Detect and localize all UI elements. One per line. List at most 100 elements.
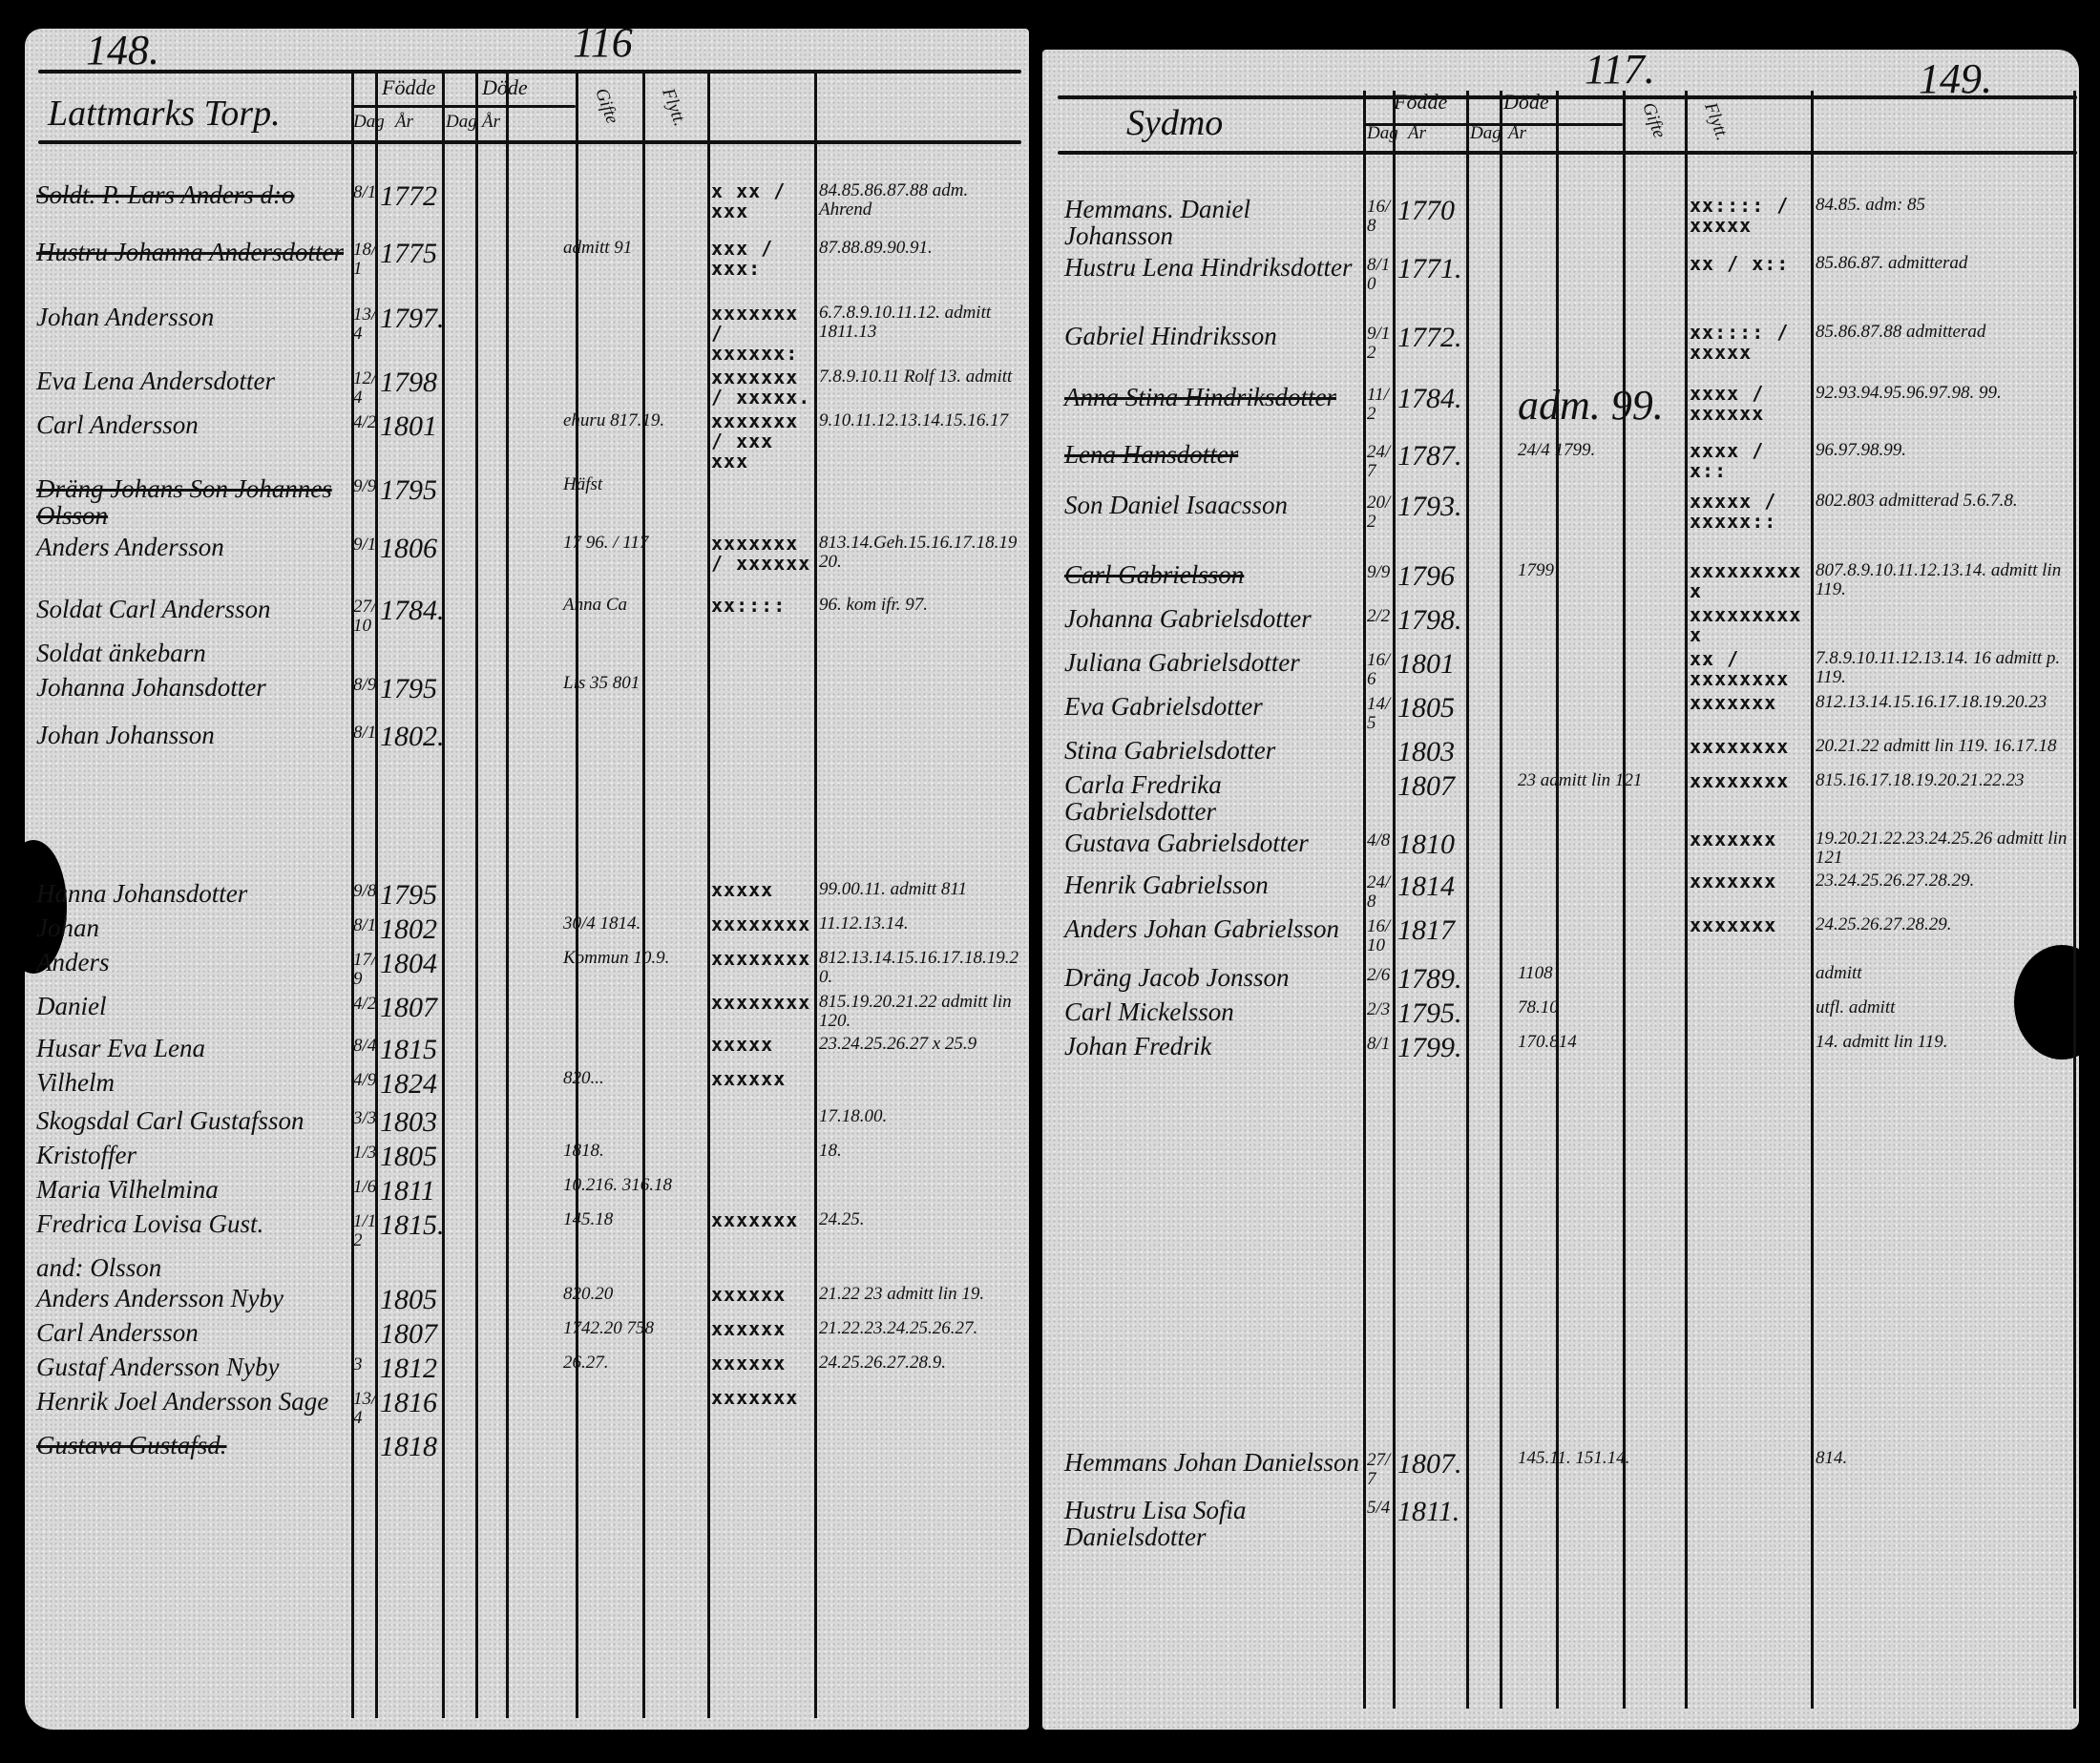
catechism-marks: xxxxxxxx xyxy=(1690,735,1790,758)
death-moved-note: 820.20 xyxy=(563,1284,614,1304)
catechism-marks: xxxxxx xyxy=(711,1283,787,1306)
catechism-marks: xxxx / x:: xyxy=(1690,439,1765,482)
birth-day-month: 9/12 xyxy=(1367,324,1391,363)
birth-day-month: 12/4 xyxy=(353,368,377,408)
death-moved-note: 1108 xyxy=(1518,963,1553,983)
person-name: Henrik Joel Andersson Sage xyxy=(36,1387,329,1416)
died-year-header: År xyxy=(1508,123,1526,143)
death-moved-note: 145.11. 151.14. xyxy=(1518,1448,1630,1468)
death-moved-note: adm. 99. xyxy=(1518,382,1664,429)
died-day-header: Dag xyxy=(1470,123,1502,143)
birth-day-month: 4/9 xyxy=(353,1070,377,1090)
birth-year: 1810 xyxy=(1397,829,1455,860)
catechism-marks: xxxxxxxxxx xyxy=(1690,603,1802,646)
birth-day-month: 13/4 xyxy=(353,304,377,344)
catechism-marks: xxxxxxxx xyxy=(1690,769,1790,792)
birth-year: 1816 xyxy=(380,1387,437,1418)
born-year-header: År xyxy=(1408,123,1426,143)
birth-year: 1807 xyxy=(1397,770,1455,802)
birth-day-month: 2/6 xyxy=(1367,965,1391,985)
catechism-marks: xxxxxxx xyxy=(1690,828,1777,850)
column-rule xyxy=(442,72,445,1718)
catechism-marks: xxxxxxx xyxy=(1690,870,1777,892)
birth-year: 1811 xyxy=(380,1175,435,1207)
birth-day-month: 8/1 xyxy=(353,182,377,202)
examination-notes: 7.8.9.10.11 Rolf 13. admitt xyxy=(819,367,1013,387)
birth-day-month: 14/5 xyxy=(1367,694,1391,733)
examination-notes: 802.803 admitterad 5.6.7.8. xyxy=(1816,491,2018,511)
birth-day-month: 1/12 xyxy=(353,1211,377,1250)
death-moved-note: 1799 xyxy=(1518,560,1554,580)
birth-day-month: 4/2 xyxy=(353,412,377,432)
birth-year: 1798. xyxy=(1397,604,1462,636)
page-number: 148. xyxy=(86,27,159,73)
person-name: Hemmans Johan Danielsson xyxy=(1064,1448,1359,1477)
birth-year: 1805 xyxy=(1397,692,1455,724)
born-year-header: År xyxy=(395,112,413,132)
birth-year: 1804 xyxy=(380,948,437,979)
catechism-marks: xxx / xxx: xyxy=(711,237,774,280)
person-name: Anders xyxy=(36,948,110,976)
birth-day-month: 4/8 xyxy=(1367,830,1391,850)
catechism-marks: xxxxx xyxy=(711,1033,774,1056)
died-header: Döde xyxy=(482,75,528,99)
catechism-marks: xxxxxxx xyxy=(1690,691,1777,714)
examination-notes: 21.22 23 admitt lin 19. xyxy=(819,1284,985,1304)
person-name: Johan Johansson xyxy=(36,721,215,749)
page-notch xyxy=(2014,945,2100,1060)
examination-notes: 20.21.22 admitt lin 119. 16.17.18 xyxy=(1816,736,2057,756)
birth-year: 1787. xyxy=(1397,440,1462,472)
birth-day-month: 27/10 xyxy=(353,597,377,636)
column-rule xyxy=(1466,91,1469,1709)
catechism-marks: xxxxx / xxxxx:: xyxy=(1690,490,1777,533)
birth-day-month: 8/9 xyxy=(353,675,377,695)
birth-year: 1784. xyxy=(380,595,445,626)
catechism-marks: xxxxxx xyxy=(711,1067,787,1090)
examination-notes: 7.8.9.10.11.12.13.14. 16 admitt p. 119. xyxy=(1816,648,2061,687)
column-rule xyxy=(1363,91,1366,1709)
birth-day-month: 5/4 xyxy=(1367,1498,1391,1518)
person-name: Juliana Gabrielsdotter xyxy=(1064,648,1300,677)
folio-number: 117. xyxy=(1585,46,1655,93)
examination-notes: 813.14.Geh.15.16.17.18.19 20. xyxy=(819,533,1018,572)
column-rule xyxy=(1685,91,1688,1709)
birth-day-month: 16/10 xyxy=(1367,916,1391,955)
birth-year: 1795. xyxy=(1397,997,1462,1029)
examination-notes: 807.8.9.10.11.12.13.14. admitt lin 119. xyxy=(1816,560,2062,599)
death-moved-note: 145.18 xyxy=(563,1209,614,1229)
column-rule xyxy=(351,72,354,1718)
birth-year: 1795 xyxy=(380,879,437,911)
death-moved-note: 1818. xyxy=(563,1141,604,1161)
person-name: Johan xyxy=(36,913,99,942)
place-heading: Lattmarks Torp. xyxy=(48,94,281,134)
born-died-divider xyxy=(1363,123,1623,126)
death-moved-note: 78.10 xyxy=(1518,997,1559,1018)
birth-day-month: 9/9 xyxy=(353,476,377,496)
examination-notes: 24.25.26.27.28.29. xyxy=(1816,914,1952,934)
catechism-marks: xxxxxx xyxy=(711,1317,787,1340)
birth-year: 1797. xyxy=(380,303,445,334)
catechism-marks: xxxxxxxxxx xyxy=(1690,559,1802,602)
birth-day-month: 11/2 xyxy=(1367,385,1389,424)
examination-notes: 812.13.14.15.16.17.18.19.20.23 xyxy=(1816,692,2048,712)
catechism-marks: xxxxxxxx xyxy=(711,913,811,935)
person-name: Anders Andersson Nyby xyxy=(36,1284,284,1312)
person-name: Son Daniel Isaacsson xyxy=(1064,491,1288,519)
person-name: Soldat Carl Andersson xyxy=(36,595,271,623)
column-rule xyxy=(1393,91,1396,1709)
person-name: Hustru Lisa Sofia Danielsdotter xyxy=(1064,1496,1247,1552)
person-name: Carl Andersson xyxy=(36,410,199,439)
person-name: Gustava Gabrielsdotter xyxy=(1064,829,1309,857)
born-day-header: Dag xyxy=(353,112,385,132)
birth-year: 1775 xyxy=(380,238,437,269)
birth-year: 1817 xyxy=(1397,914,1455,946)
person-name: Daniel xyxy=(36,992,107,1020)
birth-day-month: 8/1 xyxy=(353,915,377,935)
person-name: Gustaf Andersson Nyby xyxy=(36,1353,280,1381)
birth-year: 1805 xyxy=(380,1141,437,1172)
birth-year: 1818 xyxy=(380,1431,437,1462)
death-moved-note: 17 96. / 117 xyxy=(563,533,649,553)
born-header: Födde xyxy=(1394,90,1448,114)
birth-year: 1811. xyxy=(1397,1496,1460,1527)
death-moved-note: 30/4 1814. xyxy=(563,913,641,934)
